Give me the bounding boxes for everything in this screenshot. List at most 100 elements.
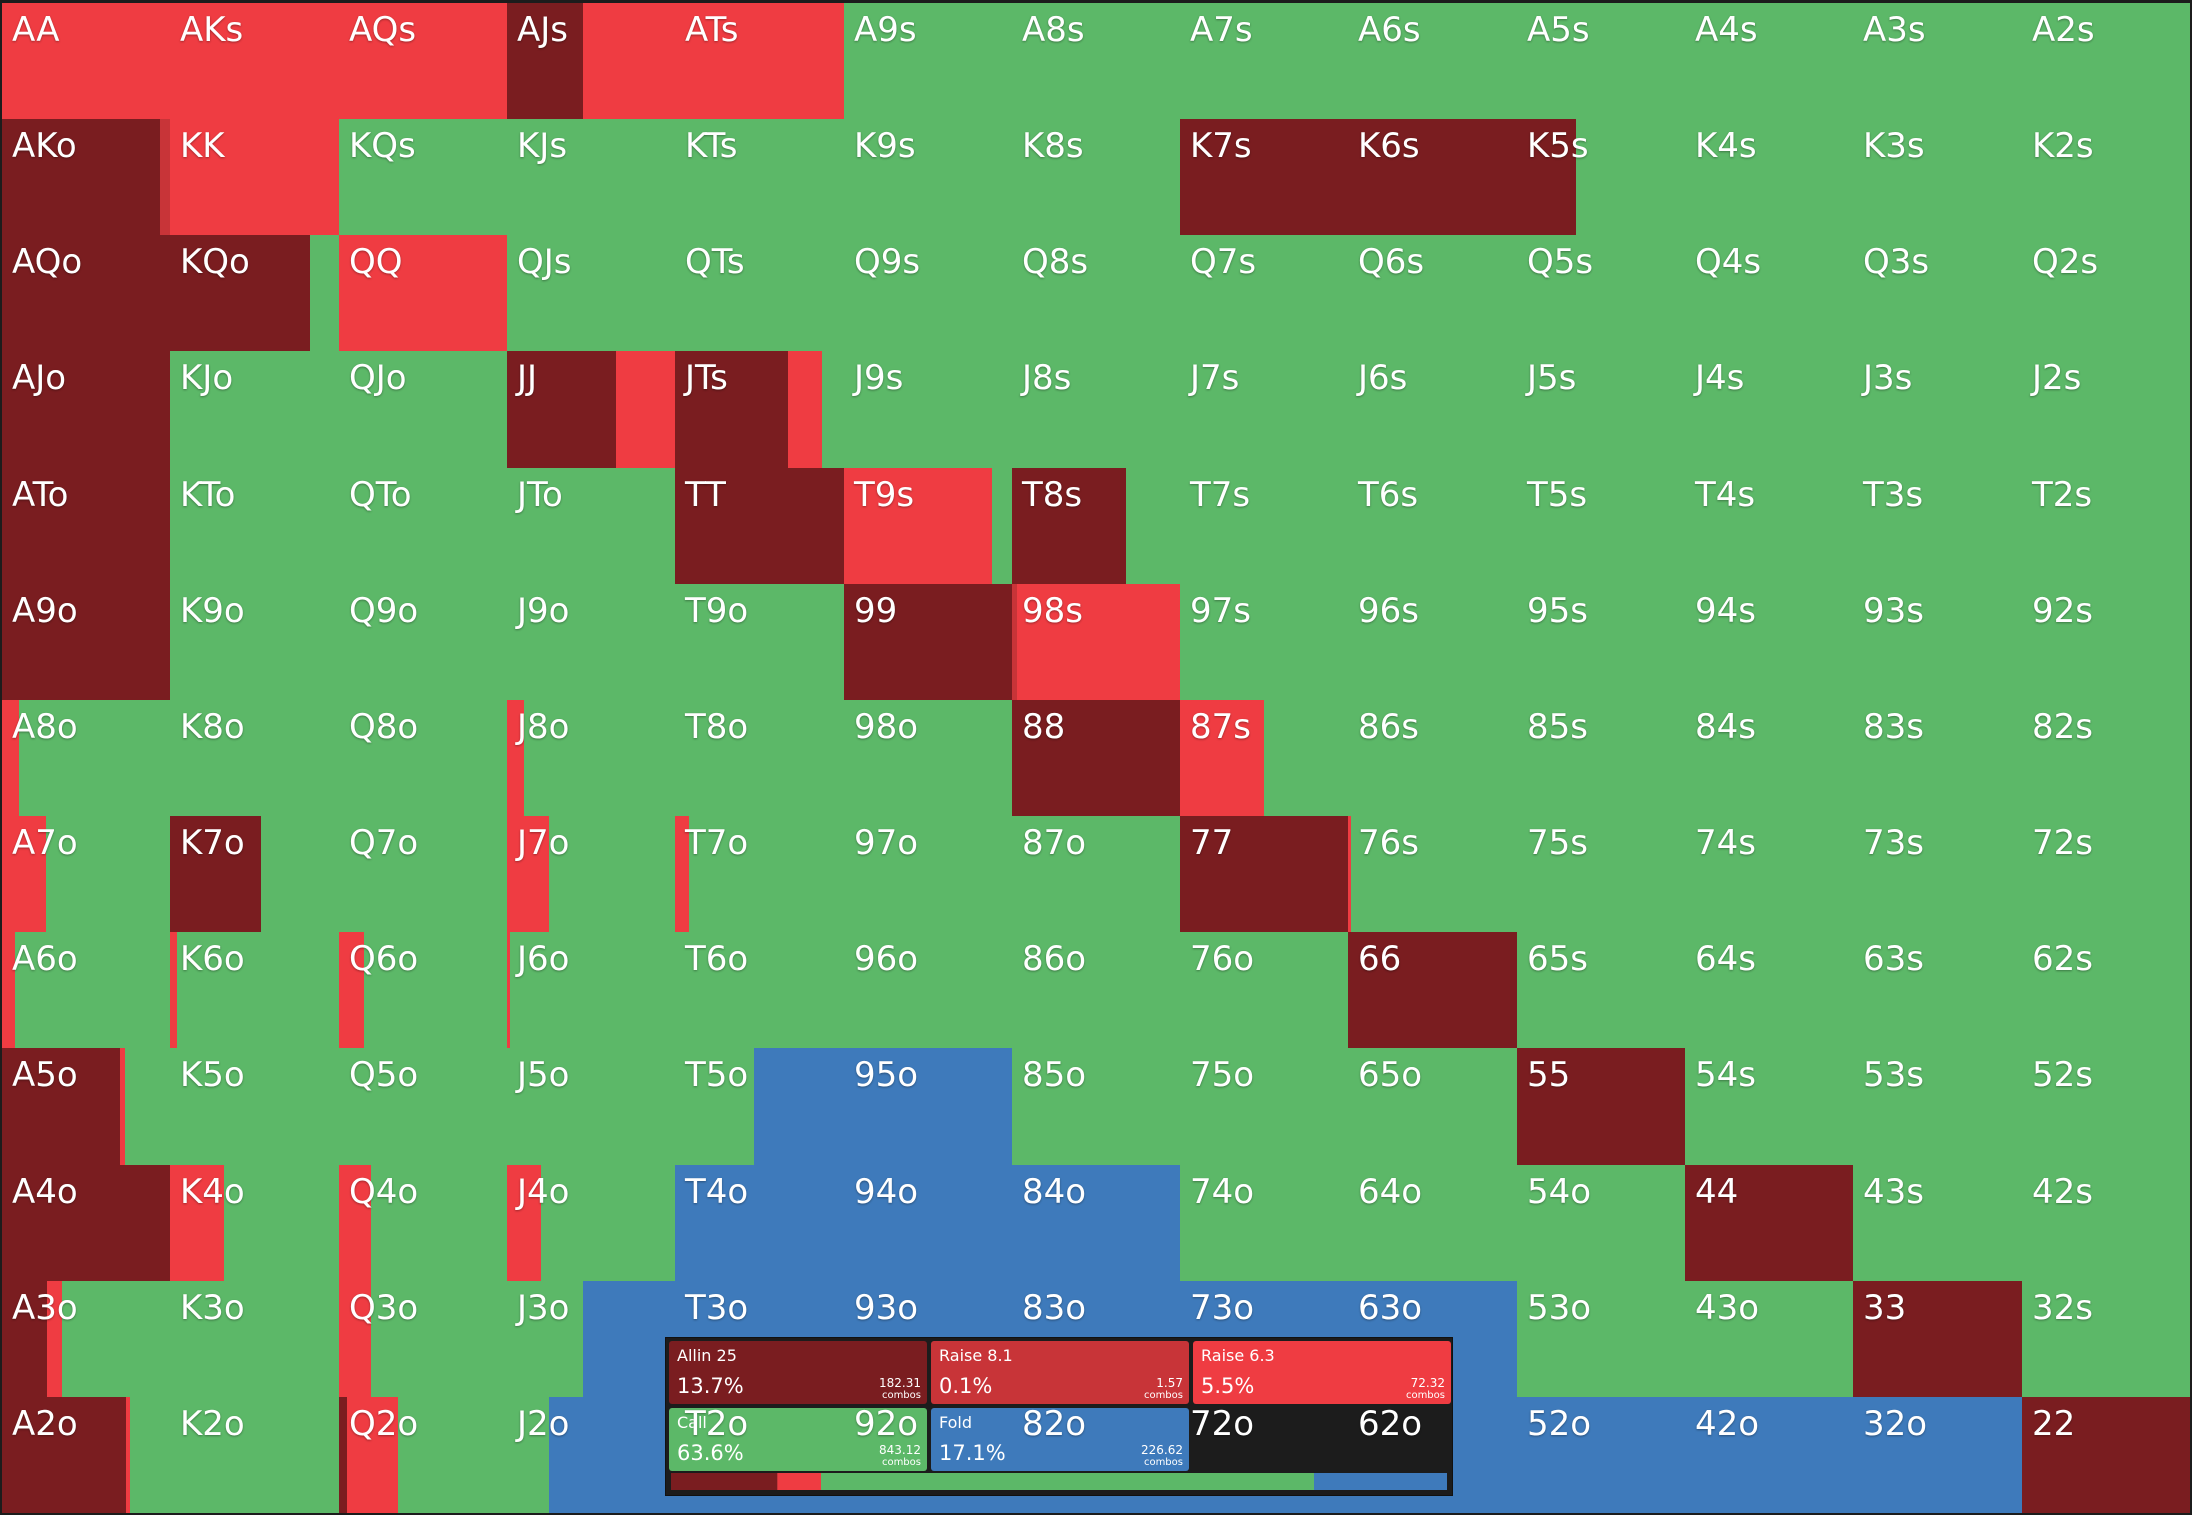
hand-cell[interactable]: 64s [1685, 932, 1853, 1048]
hand-cell[interactable]: 53s [1853, 1048, 2022, 1165]
hand-cell[interactable]: 94o [844, 1165, 1012, 1281]
hand-cell[interactable]: 84o [1012, 1165, 1180, 1281]
hand-cell[interactable]: A3s [1853, 3, 2022, 119]
hand-cell[interactable]: Q9s [844, 235, 1012, 351]
hand-cell[interactable]: J9o [507, 584, 675, 700]
hand-cell[interactable]: 95o [844, 1048, 1012, 1165]
hand-cell[interactable]: T6s [1348, 468, 1517, 584]
hand-cell[interactable]: J8s [1012, 351, 1180, 468]
hand-cell[interactable]: 65o [1348, 1048, 1517, 1165]
hand-cell[interactable]: 99 [844, 584, 1012, 700]
hand-cell[interactable]: 42s [2022, 1165, 2190, 1281]
hand-cell[interactable]: A8o [2, 700, 170, 816]
hand-cell[interactable]: J9s [844, 351, 1012, 468]
hand-cell[interactable]: K6s [1348, 119, 1517, 235]
hand-cell[interactable]: KTo [170, 468, 339, 584]
action-allin[interactable]: Allin 25 13.7% 182.31 combos [669, 1341, 927, 1404]
hand-cell[interactable]: A9s [844, 3, 1012, 119]
hand-cell[interactable]: 88 [1012, 700, 1180, 816]
hand-cell[interactable]: A2o [2, 1397, 170, 1513]
hand-cell[interactable]: J6o [507, 932, 675, 1048]
hand-cell[interactable]: KJo [170, 351, 339, 468]
hand-cell[interactable]: 53o [1517, 1281, 1685, 1397]
hand-cell[interactable]: 62s [2022, 932, 2190, 1048]
hand-cell[interactable]: J4s [1685, 351, 1853, 468]
hand-cell[interactable]: T4o [675, 1165, 844, 1281]
hand-cell[interactable]: 32o [1853, 1397, 2022, 1513]
hand-cell[interactable]: 85s [1517, 700, 1685, 816]
hand-cell[interactable]: 33 [1853, 1281, 2022, 1397]
hand-cell[interactable]: 87s [1180, 700, 1348, 816]
hand-cell[interactable]: 98s [1012, 584, 1180, 700]
hand-cell[interactable]: 93s [1853, 584, 2022, 700]
hand-cell[interactable]: 77 [1180, 816, 1348, 932]
hand-cell[interactable]: J4o [507, 1165, 675, 1281]
hand-cell[interactable]: A9o [2, 584, 170, 700]
hand-cell[interactable]: Q8o [339, 700, 507, 816]
hand-cell[interactable]: 54s [1685, 1048, 1853, 1165]
hand-cell[interactable]: A5o [2, 1048, 170, 1165]
hand-cell[interactable]: J2o [507, 1397, 675, 1513]
hand-cell[interactable]: ATs [675, 3, 844, 119]
hand-cell[interactable]: 84s [1685, 700, 1853, 816]
hand-cell[interactable]: AKo [2, 119, 170, 235]
hand-cell[interactable]: 75o [1180, 1048, 1348, 1165]
hand-cell[interactable]: 86o [1012, 932, 1180, 1048]
hand-cell[interactable]: 74s [1685, 816, 1853, 932]
hand-cell[interactable]: 75s [1517, 816, 1685, 932]
hand-cell[interactable]: K7s [1180, 119, 1348, 235]
hand-cell[interactable]: J7s [1180, 351, 1348, 468]
hand-cell[interactable]: K6o [170, 932, 339, 1048]
hand-cell[interactable]: TT [675, 468, 844, 584]
hand-cell[interactable]: T9s [844, 468, 1012, 584]
hand-cell[interactable]: K3s [1853, 119, 2022, 235]
hand-cell[interactable]: K8s [1012, 119, 1180, 235]
hand-cell[interactable]: A6o [2, 932, 170, 1048]
hand-cell[interactable]: T8o [675, 700, 844, 816]
hand-cell[interactable]: K9s [844, 119, 1012, 235]
hand-cell[interactable]: A4o [2, 1165, 170, 1281]
hand-cell[interactable]: T2s [2022, 468, 2190, 584]
hand-cell[interactable]: T3s [1853, 468, 2022, 584]
hand-cell[interactable]: AJs [507, 3, 675, 119]
hand-cell[interactable]: 63s [1853, 932, 2022, 1048]
hand-cell[interactable]: JTo [507, 468, 675, 584]
hand-cell[interactable]: QJo [339, 351, 507, 468]
hand-cell[interactable]: JJ [507, 351, 675, 468]
hand-cell[interactable]: 96o [844, 932, 1012, 1048]
hand-cell[interactable]: QJs [507, 235, 675, 351]
hand-cell[interactable]: T6o [675, 932, 844, 1048]
hand-cell[interactable]: 97s [1180, 584, 1348, 700]
hand-cell[interactable]: AA [2, 3, 170, 119]
hand-cell[interactable]: 82s [2022, 700, 2190, 816]
hand-cell[interactable]: 54o [1517, 1165, 1685, 1281]
hand-cell[interactable]: T4s [1685, 468, 1853, 584]
hand-cell[interactable]: Q9o [339, 584, 507, 700]
hand-cell[interactable]: 95s [1517, 584, 1685, 700]
hand-cell[interactable]: Q8s [1012, 235, 1180, 351]
hand-cell[interactable]: KQs [339, 119, 507, 235]
action-fold[interactable]: Fold 17.1% 226.62 combos [931, 1408, 1189, 1471]
hand-cell[interactable]: 65s [1517, 932, 1685, 1048]
hand-cell[interactable]: J7o [507, 816, 675, 932]
hand-cell[interactable]: Q6o [339, 932, 507, 1048]
hand-cell[interactable]: 87o [1012, 816, 1180, 932]
hand-cell[interactable]: 73s [1853, 816, 2022, 932]
hand-cell[interactable]: A7s [1180, 3, 1348, 119]
hand-cell[interactable]: A8s [1012, 3, 1180, 119]
hand-cell[interactable]: Q2s [2022, 235, 2190, 351]
hand-cell[interactable]: 32s [2022, 1281, 2190, 1397]
hand-cell[interactable]: 83s [1853, 700, 2022, 816]
hand-cell[interactable]: 43s [1853, 1165, 2022, 1281]
hand-cell[interactable]: KQo [170, 235, 339, 351]
hand-cell[interactable]: 22 [2022, 1397, 2190, 1513]
hand-cell[interactable]: 86s [1348, 700, 1517, 816]
hand-cell[interactable]: K7o [170, 816, 339, 932]
hand-cell[interactable]: Q4s [1685, 235, 1853, 351]
hand-cell[interactable]: 43o [1685, 1281, 1853, 1397]
hand-cell[interactable]: 85o [1012, 1048, 1180, 1165]
hand-cell[interactable]: 96s [1348, 584, 1517, 700]
hand-cell[interactable]: K8o [170, 700, 339, 816]
hand-cell[interactable]: K2o [170, 1397, 339, 1513]
hand-cell[interactable]: AQs [339, 3, 507, 119]
